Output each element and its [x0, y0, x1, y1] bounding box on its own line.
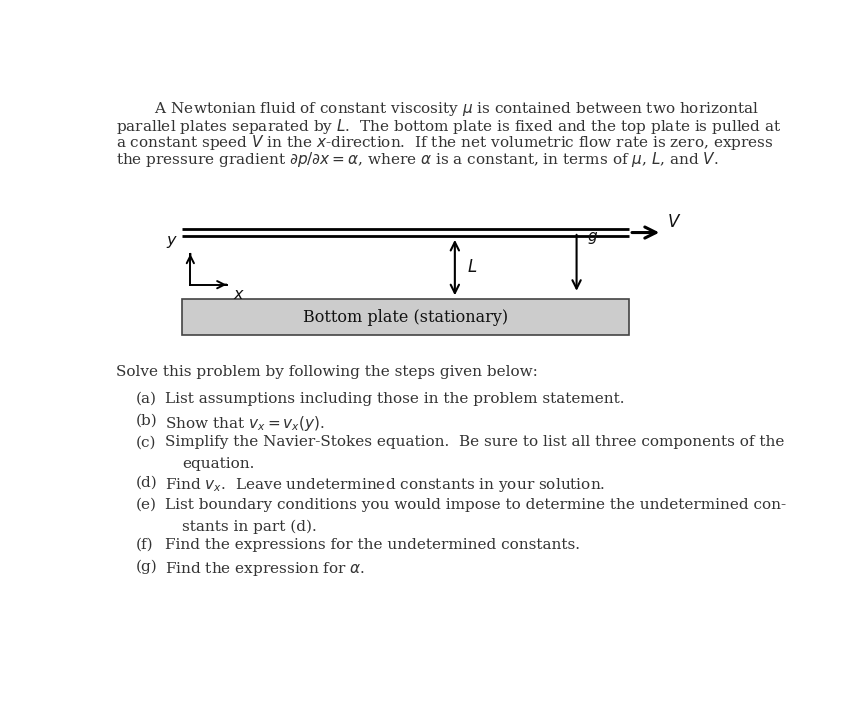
Text: Find the expressions for the undetermined constants.: Find the expressions for the undetermine… [166, 538, 581, 552]
Text: $L$: $L$ [467, 259, 477, 276]
Bar [182, 299, 629, 335]
Text: $g$: $g$ [588, 230, 599, 246]
Text: Find the expression for $\alpha$.: Find the expression for $\alpha$. [166, 560, 366, 578]
Text: $x$: $x$ [233, 286, 245, 304]
Text: (g): (g) [136, 560, 157, 574]
Text: (b): (b) [136, 414, 157, 427]
Text: the pressure gradient $\partial p/\partial x = \alpha$, where $\alpha$ is a cons: the pressure gradient $\partial p/\parti… [116, 150, 718, 169]
Text: Find $v_x$.  Leave undetermined constants in your solution.: Find $v_x$. Leave undetermined constants… [166, 476, 605, 494]
Text: stants in part (d).: stants in part (d). [182, 520, 317, 534]
Text: (e): (e) [136, 498, 157, 512]
Text: (c): (c) [136, 435, 156, 449]
Text: (f): (f) [136, 538, 154, 552]
Text: a constant speed $V$ in the $x$-direction.  If the net volumetric flow rate is z: a constant speed $V$ in the $x$-directio… [116, 133, 773, 152]
Text: List assumptions including those in the problem statement.: List assumptions including those in the … [166, 392, 625, 405]
Text: (a): (a) [136, 392, 157, 405]
Text: Solve this problem by following the steps given below:: Solve this problem by following the step… [116, 365, 538, 379]
Text: equation.: equation. [182, 457, 254, 471]
Text: $y$: $y$ [166, 234, 178, 250]
Text: List boundary conditions you would impose to determine the undetermined con-: List boundary conditions you would impos… [166, 498, 786, 512]
Text: Simplify the Navier-Stokes equation.  Be sure to list all three components of th: Simplify the Navier-Stokes equation. Be … [166, 435, 784, 449]
Text: parallel plates separated by $L$.  The bottom plate is fixed and the top plate i: parallel plates separated by $L$. The bo… [116, 116, 782, 135]
Text: (d): (d) [136, 476, 157, 490]
Text: Show that $v_x = v_x(y)$.: Show that $v_x = v_x(y)$. [166, 414, 325, 432]
Text: Bottom plate (stationary): Bottom plate (stationary) [303, 309, 508, 325]
Text: A Newtonian fluid of constant viscosity $\mu$ is contained between two horizonta: A Newtonian fluid of constant viscosity … [116, 100, 759, 118]
Text: $V$: $V$ [667, 214, 682, 231]
